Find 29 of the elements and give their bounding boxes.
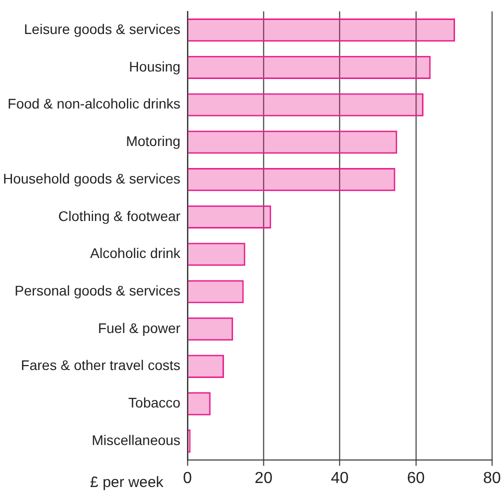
x-tick-label: 20 [254,470,273,487]
bar [188,130,398,154]
bar [188,168,396,192]
x-tick-label: 0 [182,470,192,487]
y-tick-label: Fuel & power [98,320,181,336]
bar [188,392,211,416]
bar [188,18,456,42]
bar [188,317,234,341]
bar [188,56,431,80]
y-tick-label: Motoring [126,133,180,150]
y-tick-label: Food & non-alcoholic drinks [8,96,180,112]
x-tick-label: 80 [483,470,501,487]
y-tick-label: Personal goods & services [14,282,180,299]
y-tick-label: Housing [129,58,180,74]
x-tick-label: 40 [330,470,349,487]
bar [188,93,424,116]
y-tick-label: Miscellaneous [92,432,180,448]
y-tick-label: Clothing & footwear [58,208,181,224]
bar [188,242,246,266]
y-tick-label: Household goods & services [2,170,180,186]
y-tick-label: Alcoholic drink [90,245,182,262]
x-tick-label: 60 [406,470,425,487]
y-tick-label: Leisure goods & services [24,20,180,37]
y-tick-label: Fares & other travel costs [20,357,180,374]
bar [188,280,244,304]
y-tick-label: Tobacco [128,394,181,411]
bar [188,354,224,378]
bar [188,205,272,228]
x-axis-title: £ per week [90,474,164,492]
